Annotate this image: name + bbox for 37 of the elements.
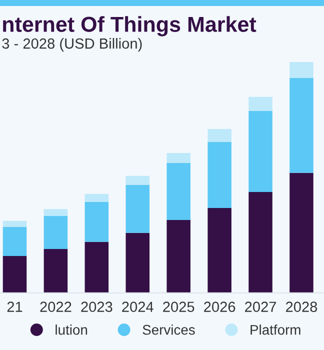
bar <box>126 184 150 233</box>
bar <box>84 202 109 242</box>
bar <box>208 208 232 293</box>
bar <box>126 176 150 185</box>
legend-label: lution <box>56 324 88 335</box>
bar <box>84 194 109 202</box>
bar <box>126 232 150 293</box>
bar <box>44 249 68 293</box>
bar <box>2 220 27 227</box>
x-tick-label: 2026 <box>204 302 236 312</box>
chart-title: nternet Of Things Market <box>3 16 256 36</box>
bar <box>290 62 314 78</box>
bar <box>84 242 109 293</box>
x-tick-label: 2024 <box>122 302 154 312</box>
x-tick-label: 2023 <box>81 302 112 312</box>
bar <box>166 220 190 293</box>
chart-subtitle: 3 - 2028 (USD Billion) <box>2 38 142 52</box>
bar <box>208 142 232 208</box>
bar <box>290 172 314 293</box>
legend-label: Platform <box>250 324 300 335</box>
bar <box>2 226 27 256</box>
x-tick-label: 2022 <box>40 302 72 312</box>
bar <box>166 162 190 220</box>
legend-label: Services <box>142 324 195 335</box>
bar <box>248 96 272 111</box>
x-tick-label: 21 <box>7 302 22 312</box>
bar <box>290 78 314 173</box>
bar <box>208 128 232 142</box>
bar <box>248 110 272 192</box>
bar <box>166 152 190 163</box>
x-tick-label: 2027 <box>245 302 276 312</box>
bar <box>44 216 68 250</box>
bar <box>44 209 68 216</box>
x-tick-label: 2028 <box>286 302 318 312</box>
x-tick-label: 2025 <box>163 302 194 312</box>
bar <box>2 256 27 293</box>
bar <box>248 192 272 293</box>
